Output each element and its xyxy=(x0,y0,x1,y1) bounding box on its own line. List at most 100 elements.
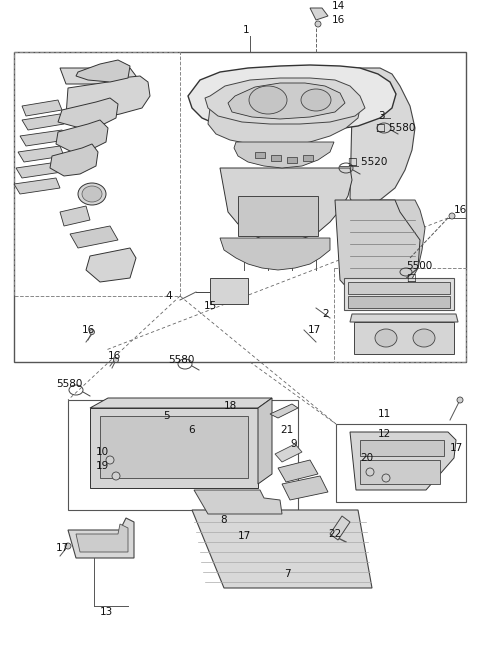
Bar xyxy=(68,400,298,510)
Polygon shape xyxy=(70,226,118,248)
Polygon shape xyxy=(100,416,248,478)
Polygon shape xyxy=(192,510,372,588)
Text: 5: 5 xyxy=(163,411,170,421)
Circle shape xyxy=(366,468,374,476)
Polygon shape xyxy=(76,524,128,552)
Polygon shape xyxy=(350,314,458,322)
Polygon shape xyxy=(68,518,134,558)
Polygon shape xyxy=(350,432,456,490)
Text: 16: 16 xyxy=(108,351,121,361)
Text: 14: 14 xyxy=(332,1,345,11)
Text: 15: 15 xyxy=(204,301,217,311)
Bar xyxy=(14,52,180,296)
Text: 7: 7 xyxy=(284,569,290,579)
Polygon shape xyxy=(354,322,454,354)
Polygon shape xyxy=(22,114,64,130)
Circle shape xyxy=(382,474,390,482)
Ellipse shape xyxy=(413,329,435,347)
Polygon shape xyxy=(86,248,136,282)
Polygon shape xyxy=(310,8,328,20)
Polygon shape xyxy=(18,146,64,162)
Polygon shape xyxy=(90,408,258,488)
Polygon shape xyxy=(360,440,444,456)
Polygon shape xyxy=(50,144,98,176)
Polygon shape xyxy=(76,60,130,82)
Ellipse shape xyxy=(249,86,287,114)
Polygon shape xyxy=(220,168,352,242)
Text: 10: 10 xyxy=(96,447,109,457)
Polygon shape xyxy=(344,278,454,310)
Polygon shape xyxy=(66,76,150,118)
Polygon shape xyxy=(16,162,62,178)
Text: 4: 4 xyxy=(166,291,172,301)
Circle shape xyxy=(89,329,95,334)
Text: 8: 8 xyxy=(220,515,227,525)
Polygon shape xyxy=(210,278,248,304)
Text: 17: 17 xyxy=(238,531,251,541)
Polygon shape xyxy=(270,404,298,418)
Polygon shape xyxy=(56,120,108,152)
Polygon shape xyxy=(360,200,425,302)
Bar xyxy=(287,157,297,163)
Text: 5580: 5580 xyxy=(56,379,83,389)
Circle shape xyxy=(65,543,71,549)
Bar xyxy=(336,424,466,502)
Text: 9: 9 xyxy=(290,439,297,449)
Polygon shape xyxy=(14,178,60,194)
Polygon shape xyxy=(194,490,282,514)
Polygon shape xyxy=(275,444,302,462)
Circle shape xyxy=(457,397,463,403)
Text: 16: 16 xyxy=(454,205,467,215)
Ellipse shape xyxy=(375,329,397,347)
Text: □: □ xyxy=(406,273,416,283)
Polygon shape xyxy=(205,78,365,124)
Text: 5580: 5580 xyxy=(168,355,194,365)
Polygon shape xyxy=(258,398,272,484)
Text: □ 5520: □ 5520 xyxy=(348,157,387,167)
Text: 17: 17 xyxy=(450,443,463,453)
Ellipse shape xyxy=(82,186,102,202)
Polygon shape xyxy=(208,108,360,146)
Bar xyxy=(255,152,265,158)
Polygon shape xyxy=(330,516,350,540)
Polygon shape xyxy=(234,142,334,168)
Bar xyxy=(303,155,313,161)
Polygon shape xyxy=(350,68,415,208)
Text: 17: 17 xyxy=(308,325,321,335)
Polygon shape xyxy=(90,398,272,408)
Text: 13: 13 xyxy=(100,607,113,617)
Text: 16: 16 xyxy=(332,15,345,25)
Text: 11: 11 xyxy=(378,409,391,419)
Text: 17: 17 xyxy=(56,543,69,553)
Ellipse shape xyxy=(78,183,106,205)
Text: 19: 19 xyxy=(96,461,109,471)
Bar xyxy=(334,268,466,362)
Text: 3: 3 xyxy=(378,111,384,121)
Text: 20: 20 xyxy=(360,453,373,463)
Circle shape xyxy=(113,358,119,362)
Text: 1: 1 xyxy=(243,25,249,35)
Polygon shape xyxy=(20,130,66,146)
Text: 18: 18 xyxy=(224,401,237,411)
Polygon shape xyxy=(220,238,330,270)
Text: 22: 22 xyxy=(328,529,341,539)
Polygon shape xyxy=(348,296,450,308)
Polygon shape xyxy=(22,100,62,116)
Polygon shape xyxy=(282,476,328,500)
Ellipse shape xyxy=(301,89,331,111)
Polygon shape xyxy=(188,65,396,132)
Bar xyxy=(271,155,281,161)
Polygon shape xyxy=(60,206,90,226)
Text: 2: 2 xyxy=(322,309,329,319)
Text: □ 5580: □ 5580 xyxy=(376,123,415,133)
Polygon shape xyxy=(238,196,318,236)
Polygon shape xyxy=(348,282,450,294)
Circle shape xyxy=(106,456,114,464)
Circle shape xyxy=(112,472,120,480)
Text: 5500: 5500 xyxy=(406,261,432,271)
Circle shape xyxy=(449,213,455,219)
Polygon shape xyxy=(60,68,136,84)
Text: 12: 12 xyxy=(378,429,391,439)
Polygon shape xyxy=(278,460,318,482)
Text: 21: 21 xyxy=(280,425,293,435)
